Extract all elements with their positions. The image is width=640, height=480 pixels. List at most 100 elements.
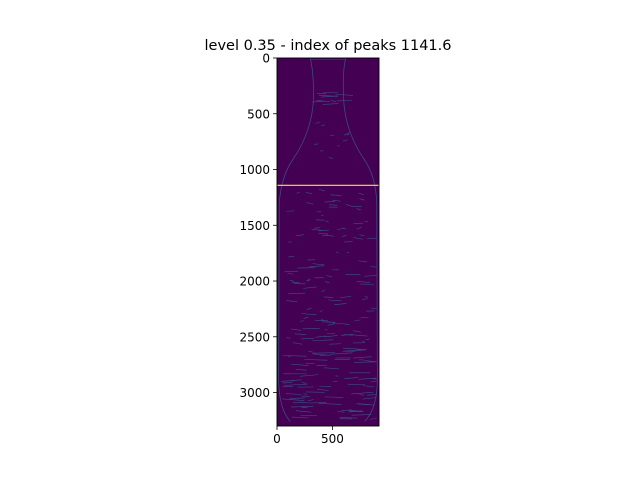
edge-stroke (354, 361, 377, 363)
edge-stroke (308, 265, 325, 268)
edge-stroke (362, 397, 377, 400)
y-tick-label: 2000 (239, 275, 270, 289)
edge-stroke (347, 383, 365, 386)
edge-stroke (306, 279, 311, 281)
edge-stroke (370, 417, 377, 420)
edge-stroke (353, 222, 363, 225)
edge-stroke (303, 286, 317, 289)
edge-stroke (359, 198, 365, 201)
edge-stroke (308, 350, 314, 353)
edge-stroke (336, 100, 353, 102)
edge-stroke (364, 275, 377, 277)
edge-stroke (343, 347, 366, 350)
edge-stroke (296, 191, 301, 194)
edge-stroke (341, 235, 347, 237)
y-axis: 0 500 1000 1500 2000 2500 3000 (239, 52, 277, 400)
chart-title: level 0.35 - index of peaks 1141.6 (205, 38, 452, 54)
y-tick-label: 500 (247, 107, 270, 121)
x-axis: 0 500 (273, 426, 344, 446)
edge-stroke (351, 391, 374, 395)
edge-stroke (325, 281, 330, 283)
edge-stroke (364, 360, 377, 363)
edge-stroke (343, 139, 348, 142)
edge-stroke (356, 280, 371, 284)
y-tick-label: 1000 (239, 163, 270, 177)
edge-stroke (295, 369, 307, 371)
edge-stroke (322, 103, 339, 105)
edge-stroke (301, 313, 317, 316)
edge-stroke (321, 215, 324, 217)
edge-stroke (344, 349, 367, 352)
edge-stroke (330, 194, 342, 196)
edge-stroke (286, 300, 298, 303)
edge-stroke (305, 192, 313, 194)
edge-stroke (337, 410, 345, 413)
edge-stroke (312, 100, 325, 103)
edge-outline-left (278, 58, 314, 422)
edge-stroke (280, 379, 302, 382)
edge-stroke (329, 352, 353, 355)
edge-stroke (323, 367, 339, 370)
edge-stroke (325, 220, 329, 223)
edge-stroke (362, 340, 365, 342)
edge-stroke (318, 403, 342, 405)
edge-stroke (312, 263, 325, 266)
edge-stroke (364, 296, 369, 298)
edge-stroke (284, 383, 308, 386)
edge-stroke (284, 270, 299, 273)
edge-stroke (306, 202, 314, 205)
edge-stroke (324, 335, 338, 338)
edge-stroke (316, 211, 322, 213)
edge-stroke (321, 124, 325, 127)
edge-stroke (291, 416, 309, 419)
edge-stroke (282, 355, 307, 357)
edge-stroke (344, 133, 350, 136)
edge-stroke (359, 283, 375, 285)
edge-stroke (321, 289, 326, 293)
edge-stroke (303, 393, 308, 395)
edge-stroke (339, 417, 358, 419)
edge-stroke (312, 353, 331, 356)
edge-stroke (333, 322, 350, 325)
y-tick-label: 2500 (239, 330, 270, 344)
edge-stroke (353, 334, 368, 337)
edge-stroke (327, 323, 335, 326)
edge-stroke (299, 374, 319, 377)
edge-stroke (320, 310, 323, 313)
edge-stroke (362, 298, 368, 301)
edge-stroke (324, 201, 335, 203)
edge-stroke (346, 131, 351, 135)
edge-stroke (306, 307, 312, 310)
edge-stroke (282, 382, 293, 384)
edge-stroke (345, 204, 351, 206)
y-tick-label: 1500 (239, 219, 270, 233)
edge-stroke (349, 410, 364, 413)
edge-stroke (318, 232, 328, 235)
edge-stroke (370, 307, 377, 310)
edge-stroke (282, 385, 293, 388)
edge-stroke (289, 279, 295, 282)
axes-frame (276, 57, 380, 427)
edge-stroke (306, 279, 310, 282)
edge-stroke (324, 396, 344, 398)
edge-stroke (301, 337, 315, 340)
edge-stroke (282, 398, 305, 401)
edge-stroke (353, 356, 372, 359)
edge-stroke (372, 378, 377, 380)
edge-stroke (353, 330, 361, 333)
y-tick-label: 0 (262, 52, 270, 66)
edge-stroke (315, 121, 320, 124)
edge-stroke (330, 134, 335, 136)
edge-stroke (287, 273, 294, 275)
edge-stroke (312, 339, 334, 342)
edge-stroke (356, 208, 361, 211)
edge-stroke (330, 100, 337, 103)
edge-stroke (346, 251, 350, 254)
edge-stroke (301, 382, 307, 384)
edge-stroke (359, 234, 365, 236)
edge-stroke (292, 342, 303, 345)
edge-stroke (315, 335, 327, 338)
edge-stroke (291, 405, 314, 408)
edge-stroke (356, 227, 362, 230)
x-tick-label: 0 (273, 432, 281, 446)
